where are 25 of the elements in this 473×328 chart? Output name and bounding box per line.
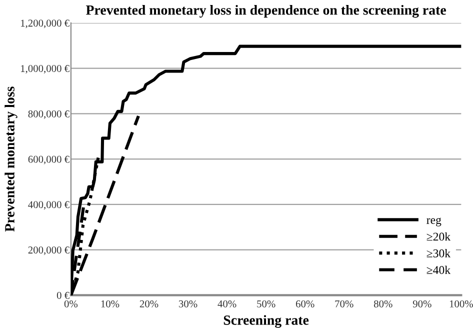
y-tick-label: 200,000 € — [28, 246, 70, 256]
x-axis-title: Screening rate — [224, 315, 309, 328]
legend-label: reg — [426, 218, 442, 226]
y-tick-label: 800,000 € — [28, 110, 70, 119]
x-tick-label: 0% — [64, 300, 78, 308]
y-tick-label: 1,200,000 € — [21, 20, 70, 28]
x-tick-label: 10% — [101, 300, 120, 308]
x-tick-label: 60% — [296, 300, 314, 308]
x-tick-label: 30% — [178, 300, 198, 308]
legend-label: ≥30k — [426, 249, 451, 258]
x-tick-label: 80% — [374, 300, 392, 308]
y-tick-label: 0 € — [56, 292, 70, 299]
y-axis-title: Prevented monetary loss — [4, 86, 18, 232]
legend-label: ≥40k — [426, 266, 451, 274]
x-tick-label: 40% — [218, 300, 236, 308]
x-tick-label: 70% — [335, 300, 354, 308]
chart-title: Prevented monetary loss in dependence on the screening rate — [86, 4, 446, 18]
legend-label: ≥20k — [426, 232, 451, 241]
x-tick-label: 90% — [412, 300, 432, 308]
x-tick-label: 20% — [140, 300, 158, 308]
x-tick-label: 100% — [450, 300, 473, 308]
x-tick-label: 50% — [257, 300, 276, 308]
y-tick-label: 600,000 € — [28, 156, 70, 164]
y-tick-label: 1,000,000 € — [21, 65, 70, 74]
y-tick-label: 400,000 € — [28, 201, 70, 210]
